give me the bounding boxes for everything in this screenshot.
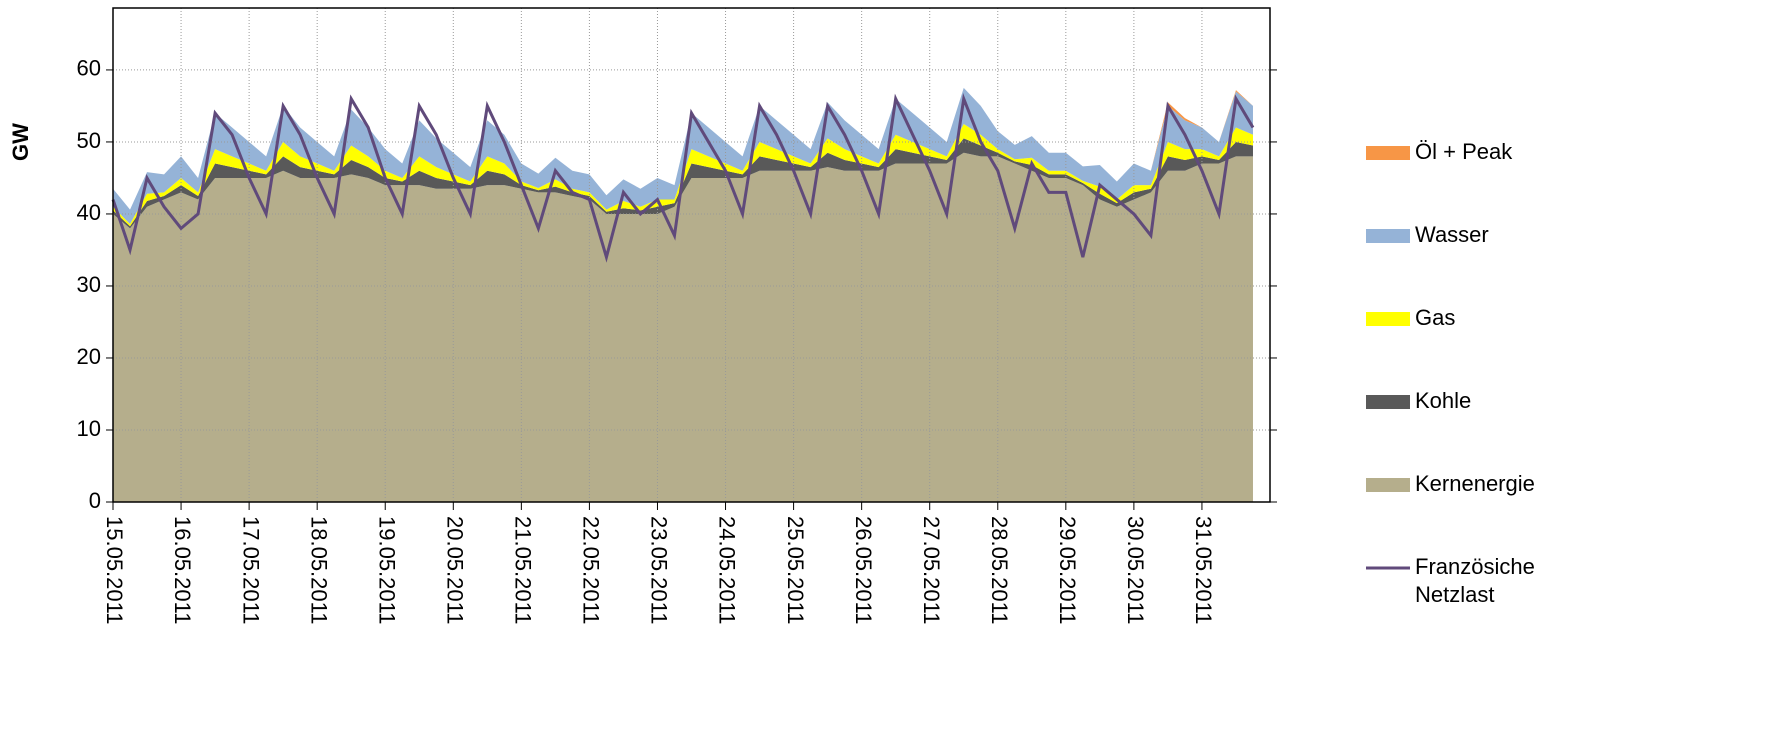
line (111, 92, 1255, 263)
y-tick-label: 30 (77, 272, 101, 297)
legend-label: Gas (1415, 305, 1455, 330)
legend-swatch (1366, 478, 1410, 492)
x-tick-label: 31.05.2011 (1191, 516, 1216, 624)
x-tick-label: 20.05.2011 (442, 516, 467, 624)
x-tick-label: 22.05.2011 (579, 516, 604, 624)
legend-swatch (1366, 229, 1410, 243)
x-tick-label: 21.05.2011 (511, 516, 536, 624)
legend-label-line: Französiche (1415, 554, 1535, 579)
y-tick-label: 50 (77, 128, 101, 153)
legend-swatch (1366, 395, 1410, 409)
area (113, 87, 1253, 225)
y-tick-label: 20 (77, 344, 101, 369)
x-tick-label: 18.05.2011 (306, 516, 331, 624)
legend-label: Öl + Peak (1415, 139, 1513, 164)
legend-swatch (1366, 312, 1410, 326)
x-tick-label: 15.05.2011 (102, 516, 127, 624)
legend-label: Kernenergie (1415, 471, 1535, 496)
x-tick-label: 29.05.2011 (1055, 516, 1080, 624)
x-tick-label: 24.05.2011 (715, 516, 740, 624)
x-tick-label: 28.05.2011 (987, 516, 1012, 624)
plot-frame (112, 7, 1271, 503)
legend-label-line: Netzlast (1415, 582, 1494, 607)
x-tick-label: 26.05.2011 (851, 516, 876, 624)
y-tick-label: 0 (89, 488, 101, 513)
y-tick-label: 40 (77, 200, 101, 225)
x-tick-label: 19.05.2011 (374, 516, 399, 624)
y-tick-label: 10 (77, 416, 101, 441)
x-tick-label: 23.05.2011 (647, 516, 672, 624)
y-tick-label: 60 (77, 56, 101, 81)
x-tick-label: 25.05.2011 (783, 516, 808, 624)
legend-label: Wasser (1415, 222, 1489, 247)
x-tick-label: 27.05.2011 (919, 516, 944, 624)
x-tick-label: 16.05.2011 (170, 516, 195, 624)
legend-label: Französiche Netzlast (1415, 554, 1535, 607)
area (113, 152, 1253, 502)
legend-swatch (1366, 146, 1410, 160)
x-tick-label: 30.05.2011 (1123, 516, 1148, 624)
y-axis-label: GW (8, 123, 33, 161)
x-tick-label: 17.05.2011 (238, 516, 263, 624)
legend-label: Kohle (1415, 388, 1471, 413)
